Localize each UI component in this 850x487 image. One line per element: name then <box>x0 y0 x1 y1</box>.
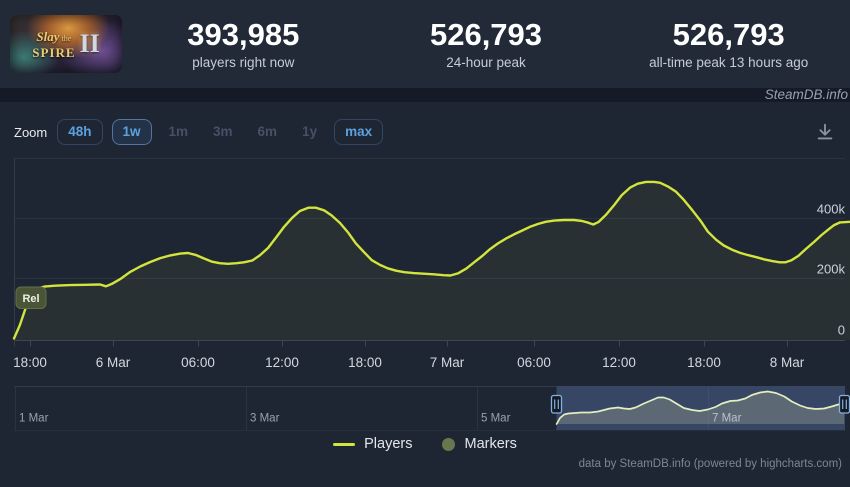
current-players-value: 393,985 <box>187 16 300 52</box>
svg-text:06:00: 06:00 <box>181 355 215 370</box>
zoom-48h-button[interactable]: 48h <box>57 118 103 146</box>
zoom-label: Zoom <box>14 124 48 140</box>
stat-24h-peak: 526,793 24-hour peak <box>365 16 608 71</box>
legend-item-markers[interactable]: Markers <box>442 436 517 452</box>
game-capsule-art: Slay the SPIRE II <box>10 15 122 73</box>
zoom-1m-button: 1m <box>161 119 197 145</box>
navigator-area-fill <box>556 391 845 424</box>
download-icon <box>817 123 833 140</box>
navigator-selected-range[interactable] <box>556 386 846 431</box>
alltime-peak-value: 526,793 <box>672 16 785 52</box>
svg-text:7 Mar: 7 Mar <box>430 355 465 370</box>
release-flag[interactable]: Rel <box>15 286 47 309</box>
capsule-title-numeral: II <box>79 29 100 58</box>
navigator-date-labels: 1 Mar 3 Mar 5 Mar 7 Mar <box>19 413 742 425</box>
svg-text:6 Mar: 6 Mar <box>96 355 131 370</box>
chart-panel: Zoom 48h 1w 1m 3m 6m 1y max <box>0 102 850 487</box>
capsule-title-the: the <box>61 34 72 43</box>
stat-alltime-peak: 526,793 all-time peak 13 hours ago <box>607 16 850 71</box>
svg-text:7 Mar: 7 Mar <box>712 413 742 425</box>
players-area-fill <box>14 181 850 340</box>
alltime-peak-label: all-time peak 13 hours ago <box>649 55 809 71</box>
zoom-toolbar: Zoom 48h 1w 1m 3m 6m 1y max <box>14 116 838 148</box>
game-capsule-image[interactable]: Slay the SPIRE II <box>10 15 122 73</box>
y-label-0: 0 <box>838 323 845 338</box>
navigator-right-handle[interactable] <box>838 394 850 414</box>
svg-text:3 Mar: 3 Mar <box>250 413 280 425</box>
markers-circle-swatch <box>442 437 456 451</box>
svg-text:12:00: 12:00 <box>265 355 299 370</box>
current-players-label: players right now <box>192 55 295 71</box>
x-axis-labels: 18:00 6 Mar 06:00 12:00 18:00 7 Mar 06:0… <box>13 355 805 370</box>
capsule-title-slay: Slay <box>36 29 60 44</box>
zoom-1w-button[interactable]: 1w <box>111 118 152 146</box>
y-gridlines <box>14 158 845 279</box>
svg-text:5 Mar: 5 Mar <box>481 413 511 425</box>
peak-24h-label: 24-hour peak <box>446 55 526 71</box>
capsule-title-spire: SPIRE <box>32 45 76 60</box>
svg-text:1 Mar: 1 Mar <box>19 413 49 425</box>
x-axis-ticks <box>30 340 788 347</box>
chart-credits[interactable]: data by SteamDB.info (powered by highcha… <box>578 458 842 470</box>
svg-text:12:00: 12:00 <box>602 355 636 370</box>
svg-text:8 Mar: 8 Mar <box>770 355 805 370</box>
svg-text:18:00: 18:00 <box>348 355 382 370</box>
players-line-swatch <box>333 442 356 446</box>
legend-item-players[interactable]: Players <box>333 436 412 452</box>
navigator-line-series <box>555 390 846 425</box>
top-stats-bar: Slay the SPIRE II 393,985 players right n… <box>0 0 850 88</box>
zoom-6m-button: 6m <box>250 119 286 145</box>
players-line-series[interactable] <box>12 180 850 340</box>
players-chart[interactable]: Rel 400k 200k 0 18:00 6 Mar 06:00 12:00 … <box>0 148 850 380</box>
zoom-3m-button: 3m <box>205 119 241 145</box>
y-label-400k: 400k <box>817 202 846 217</box>
range-navigator[interactable]: 1 Mar 3 Mar 5 Mar 7 Mar <box>0 384 850 434</box>
download-chart-button[interactable] <box>812 119 838 145</box>
steamdb-watermark: SteamDB.info <box>764 87 848 102</box>
stat-current-players: 393,985 players right now <box>122 16 365 71</box>
y-label-200k: 200k <box>817 262 846 277</box>
release-flag-label: Rel <box>22 293 39 305</box>
zoom-1y-button: 1y <box>294 119 325 145</box>
legend-players-label: Players <box>364 436 413 452</box>
svg-text:06:00: 06:00 <box>517 355 551 370</box>
navigator-gridlines <box>15 387 709 430</box>
stats-row: 393,985 players right now 526,793 24-hou… <box>122 16 850 71</box>
peak-24h-value: 526,793 <box>429 16 543 52</box>
svg-text:18:00: 18:00 <box>687 355 721 370</box>
chart-legend: Players Markers <box>0 436 850 452</box>
svg-text:18:00: 18:00 <box>13 355 47 370</box>
navigator-left-handle[interactable] <box>550 394 563 414</box>
zoom-max-button[interactable]: max <box>334 118 384 146</box>
y-axis-labels: 400k 200k 0 <box>817 202 846 338</box>
legend-markers-label: Markers <box>464 436 517 452</box>
